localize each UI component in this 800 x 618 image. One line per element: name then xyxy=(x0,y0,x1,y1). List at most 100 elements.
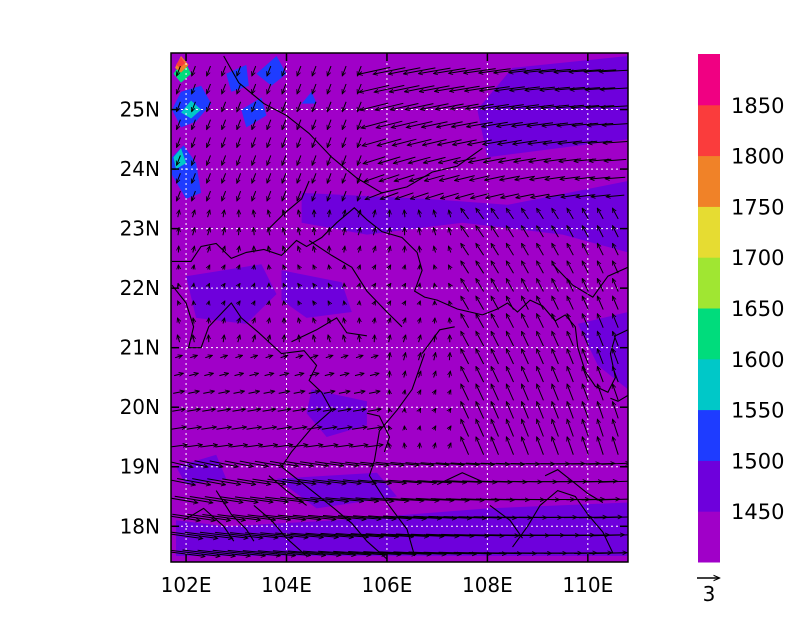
wind-arrow xyxy=(461,437,470,455)
wind-arrow xyxy=(282,137,287,148)
wind-arrow xyxy=(302,550,355,555)
wind-arrow xyxy=(582,226,589,238)
wind-arrow xyxy=(476,349,485,365)
wind-arrow xyxy=(327,119,332,130)
wind-arrow xyxy=(377,120,403,128)
wind-arrow xyxy=(528,140,553,144)
wind-arrow xyxy=(238,318,240,324)
wind-arrow xyxy=(369,373,379,375)
wind-arrow xyxy=(558,140,583,144)
wind-arrow xyxy=(537,332,544,347)
wind-arrow xyxy=(605,159,627,161)
wind-arrow xyxy=(215,531,262,538)
wind-arrow xyxy=(350,445,368,447)
plot-frame xyxy=(170,52,629,563)
wind-arrow xyxy=(233,391,245,393)
boundary-line-18 xyxy=(436,472,483,486)
wind-arrow xyxy=(522,349,529,365)
wind-arrow xyxy=(476,402,485,419)
boundary-line-13 xyxy=(610,394,628,402)
wind-arrow xyxy=(430,499,469,501)
wind-arrow xyxy=(223,247,225,253)
wind-arrow xyxy=(476,437,485,455)
wind-arrow xyxy=(328,318,330,324)
wind-arrow xyxy=(426,192,444,199)
wind-arrow xyxy=(222,173,227,183)
wind-arrow xyxy=(404,284,406,287)
colorbar-label: 1800 xyxy=(731,145,784,169)
colorbar-swatch xyxy=(698,358,720,411)
wind-arrow xyxy=(287,550,340,555)
wind-arrow xyxy=(582,314,589,328)
wind-arrow xyxy=(370,497,409,501)
wind-arrow xyxy=(507,437,514,455)
wind-arrow xyxy=(385,497,424,501)
wind-arrow xyxy=(491,332,499,347)
wind-arrow xyxy=(283,228,285,236)
wind-arrow xyxy=(582,349,589,365)
wind-arrow xyxy=(237,83,242,94)
wind-arrow xyxy=(252,173,257,183)
wind-arrow xyxy=(335,533,383,537)
wind-arrow xyxy=(449,210,451,218)
wind-arrow xyxy=(192,119,196,130)
wind-arrow xyxy=(238,265,240,269)
wind-arrow xyxy=(312,190,317,201)
wind-arrow xyxy=(543,140,568,144)
colorbar-label: 1700 xyxy=(731,246,784,270)
y-tick-label: 24N xyxy=(120,157,160,181)
wind-arrow xyxy=(613,437,619,455)
wind-arrow xyxy=(438,139,462,145)
wind-arrow xyxy=(434,353,436,361)
wind-arrow xyxy=(491,349,499,365)
wind-arrow xyxy=(409,156,431,163)
wind-arrow xyxy=(368,515,411,519)
wind-arrow xyxy=(552,332,559,347)
field-patch-1 xyxy=(281,270,352,318)
wind-arrow xyxy=(237,65,242,76)
wind-arrow xyxy=(276,427,292,429)
wind-arrow xyxy=(208,247,210,253)
wind-arrow xyxy=(219,373,228,375)
wind-arrow xyxy=(582,244,589,256)
wind-arrow xyxy=(184,531,233,538)
wind-arrow xyxy=(449,409,451,412)
wind-arrow xyxy=(389,353,390,361)
wind-arrow xyxy=(171,551,204,557)
wind-arrow xyxy=(362,120,388,128)
wind-arrow xyxy=(582,209,589,220)
wind-arrow xyxy=(522,314,529,328)
wind-arrow xyxy=(425,534,473,536)
wind-arrow xyxy=(374,67,406,75)
wind-arrow xyxy=(237,478,270,484)
wind-arrow xyxy=(192,137,196,148)
wind-arrow xyxy=(522,437,529,455)
wind-arrow xyxy=(370,356,378,358)
wind-arrow xyxy=(353,391,365,393)
x-tick-label: 106E xyxy=(362,573,413,597)
wind-arrow xyxy=(389,318,391,324)
wind-arrow xyxy=(182,549,235,556)
wind-arrow xyxy=(260,532,307,538)
wind-arrow xyxy=(193,318,194,324)
wind-arrow xyxy=(342,190,347,201)
wind-reference-key: 3 xyxy=(697,578,719,606)
wind-arrow xyxy=(454,157,476,163)
wind-arrow xyxy=(404,265,405,269)
wind-arrow xyxy=(312,101,317,112)
wind-arrow xyxy=(360,84,390,92)
wind-arrow xyxy=(268,228,270,236)
wind-arrow xyxy=(202,409,215,411)
wind-arrow xyxy=(320,532,369,537)
wind-arrow xyxy=(322,515,366,520)
wind-arrow xyxy=(567,367,574,383)
wind-arrow xyxy=(249,496,288,502)
colorbar-swatch xyxy=(698,511,720,563)
wind-arrow xyxy=(345,461,373,465)
wind-arrow xyxy=(230,445,248,447)
wind-arrow xyxy=(359,265,361,269)
wind-arrow xyxy=(338,391,350,393)
wind-arrow xyxy=(327,155,332,165)
wind-arrow xyxy=(476,226,485,238)
wind-arrow xyxy=(267,65,272,76)
